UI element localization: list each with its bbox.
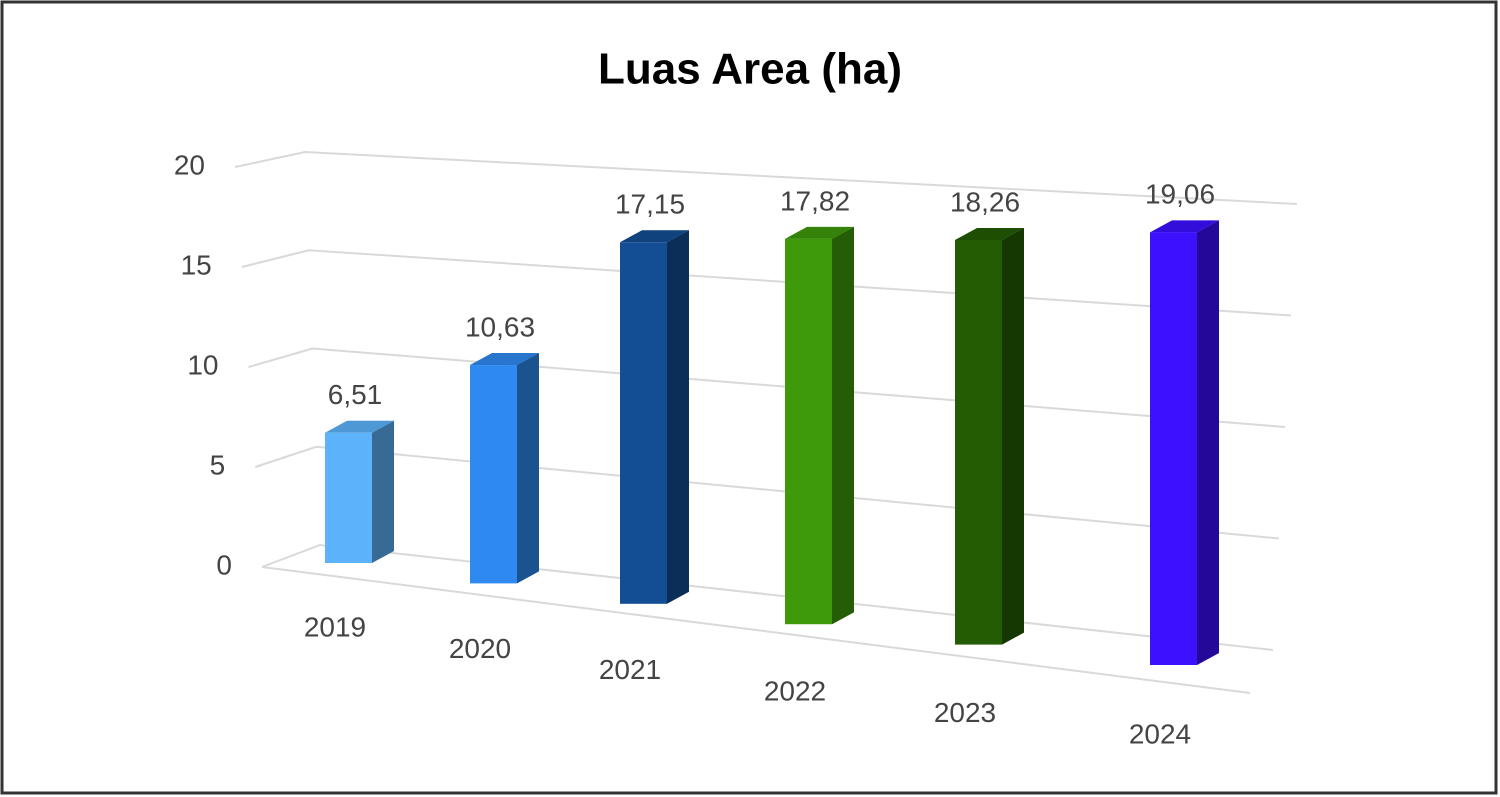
bar-top (325, 420, 394, 433)
x-tick-label: 2019 (304, 611, 366, 642)
bar-side-shade (1197, 220, 1219, 665)
y-tick-label: 10 (187, 349, 218, 380)
bar-side (667, 230, 689, 604)
bar-top (785, 226, 854, 239)
value-label: 19,06 (1145, 179, 1215, 210)
grid-line (234, 150, 1298, 205)
bar (620, 242, 667, 604)
bar-side-shade (667, 230, 689, 604)
bar (470, 365, 517, 584)
bar-side-shade (832, 226, 854, 625)
bar-side (1197, 220, 1219, 665)
bar-top-shade (325, 420, 394, 433)
y-tick-label: 5 (210, 449, 226, 480)
bar-top-shade (785, 226, 854, 239)
bar-top-shade (955, 227, 1024, 240)
x-tick-label: 2023 (934, 697, 996, 728)
value-label: 17,82 (780, 185, 850, 216)
bar-side (372, 420, 394, 563)
x-tick-label: 2021 (599, 654, 661, 685)
y-tick-label: 15 (181, 249, 212, 280)
value-label: 18,26 (950, 186, 1020, 217)
bar (1150, 232, 1197, 665)
bar (325, 432, 372, 563)
value-label: 6,51 (328, 379, 383, 410)
bar-side-shade (372, 420, 394, 563)
bar-side (517, 353, 539, 584)
bar (955, 239, 1002, 645)
y-tick-label: 20 (174, 149, 205, 180)
x-tick-label: 2022 (764, 676, 826, 707)
bar-side (832, 226, 854, 625)
value-label: 10,63 (465, 311, 535, 342)
bar-top (620, 230, 689, 243)
bar-top-shade (1150, 220, 1219, 233)
x-tick-label: 2024 (1129, 718, 1191, 749)
bar-side (1002, 227, 1024, 645)
bar-top-shade (470, 353, 539, 366)
bar-top (955, 227, 1024, 240)
value-label: 17,15 (615, 189, 685, 220)
bar-top-shade (620, 230, 689, 243)
bar-side-shade (517, 353, 539, 584)
bar (785, 238, 832, 625)
x-tick-label: 2020 (449, 633, 511, 664)
y-tick-label: 0 (216, 549, 232, 580)
bar-side-shade (1002, 227, 1024, 645)
bar-top (470, 353, 539, 366)
chart-title: Luas Area (ha) (598, 45, 902, 94)
bar-top (1150, 220, 1219, 233)
floor-edge (261, 566, 1251, 694)
